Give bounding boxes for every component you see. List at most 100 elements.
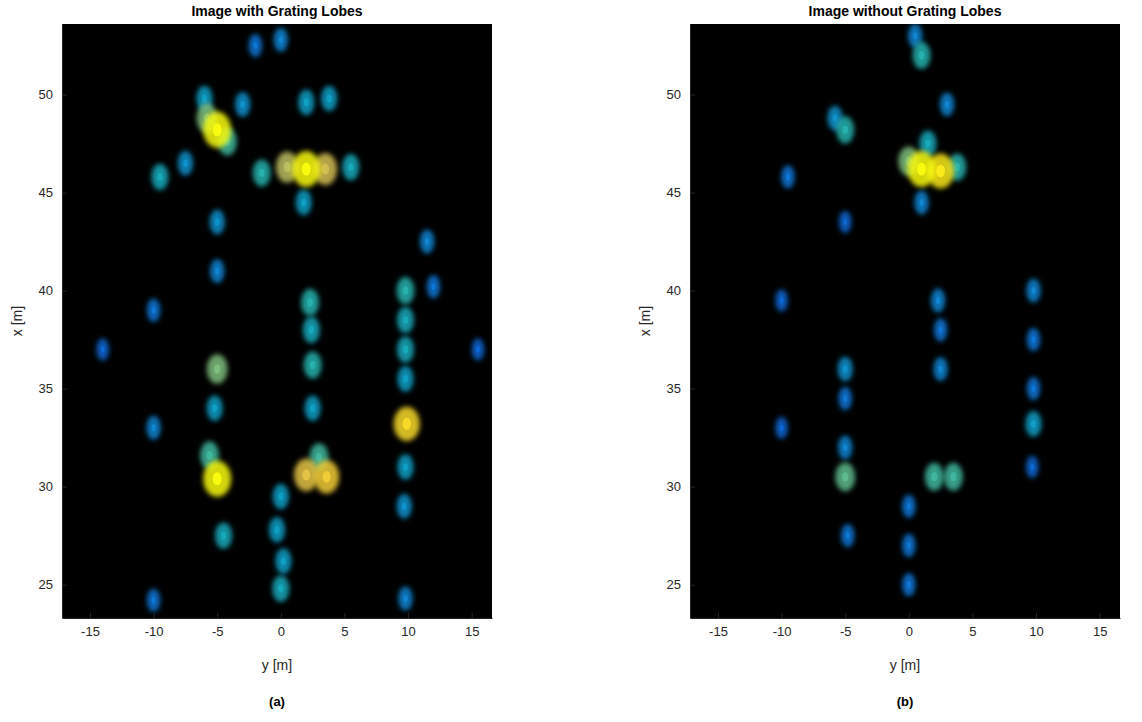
- spot-core: [213, 123, 222, 136]
- spot-core: [1031, 336, 1035, 343]
- tick-mark: [690, 585, 695, 586]
- caption: (b): [897, 694, 914, 709]
- spot-core: [151, 424, 156, 431]
- tick-mark: [972, 613, 973, 618]
- spot-core: [780, 297, 784, 303]
- x-axis-title: y [m]: [890, 657, 920, 673]
- spot-core: [284, 162, 291, 173]
- spot-core: [151, 307, 155, 314]
- spot-core: [403, 345, 408, 353]
- spot: [841, 524, 855, 547]
- spot: [925, 463, 944, 491]
- spot: [397, 336, 414, 362]
- spot-core: [301, 198, 306, 206]
- spot: [146, 416, 161, 440]
- spot: [304, 352, 322, 379]
- tick-label: 45: [39, 185, 53, 200]
- spot-core: [348, 163, 353, 171]
- spot-core: [954, 163, 960, 172]
- spot-core: [403, 595, 408, 602]
- spot: [835, 462, 855, 491]
- tick-mark: [690, 193, 695, 194]
- spot: [420, 230, 435, 254]
- spot: [427, 275, 441, 298]
- spot-core: [1030, 464, 1034, 470]
- tick: -15: [81, 613, 100, 639]
- tick-mark: [472, 613, 473, 618]
- tick-label: 40: [39, 283, 53, 298]
- tick-mark: [408, 613, 409, 618]
- tick-label: 15: [1093, 624, 1107, 639]
- tick-label: 25: [39, 577, 53, 592]
- tick-mark: [845, 613, 846, 618]
- spot-core: [403, 286, 409, 295]
- spot-core: [213, 472, 222, 485]
- spot: [292, 151, 320, 187]
- spot: [275, 548, 291, 574]
- spot: [321, 86, 337, 112]
- spot-core: [843, 444, 848, 451]
- spot: [151, 164, 168, 190]
- tick-mark: [154, 613, 155, 618]
- tick-mark: [62, 291, 67, 292]
- tick-label: 50: [39, 87, 53, 102]
- spot-core: [842, 472, 848, 481]
- spot: [207, 354, 228, 384]
- spot-core: [938, 366, 943, 373]
- spot-core: [925, 139, 930, 147]
- tick-label: 10: [401, 624, 415, 639]
- tick-label: -15: [709, 624, 728, 639]
- spot-core: [202, 95, 207, 103]
- tick-mark: [344, 613, 345, 618]
- spot: [249, 34, 263, 57]
- image-spots: [96, 28, 484, 612]
- tick: 30: [39, 479, 67, 494]
- spot-core: [780, 425, 784, 431]
- spot: [296, 190, 312, 216]
- tick-label: 45: [667, 185, 681, 200]
- spot: [298, 90, 314, 116]
- spot-core: [786, 174, 790, 181]
- spot-core: [907, 542, 911, 549]
- spot: [273, 484, 289, 510]
- spot: [203, 112, 231, 148]
- spot-core: [403, 463, 408, 471]
- spot: [781, 165, 795, 188]
- spot: [931, 288, 946, 312]
- tick-mark: [1036, 613, 1037, 618]
- spot-core: [913, 32, 918, 39]
- spot: [933, 357, 948, 381]
- tick-mark: [909, 613, 910, 618]
- spot-core: [304, 99, 309, 107]
- spot-core: [907, 503, 911, 510]
- spot: [210, 210, 225, 235]
- tick-label: 25: [667, 577, 681, 592]
- spot: [398, 586, 413, 610]
- spot-core: [302, 469, 310, 480]
- spot: [235, 92, 250, 117]
- spot-core: [476, 346, 480, 352]
- spot-core: [945, 101, 950, 108]
- spot-core: [1031, 287, 1036, 294]
- spot-core: [917, 163, 926, 176]
- spot: [272, 575, 289, 601]
- tick-mark: [62, 585, 67, 586]
- tick-mark: [690, 389, 695, 390]
- spot-core: [240, 101, 245, 108]
- tick: 5: [969, 613, 976, 639]
- tick: 40: [667, 283, 695, 298]
- spot-core: [843, 219, 847, 225]
- tick-label: 15: [465, 624, 479, 639]
- spot: [342, 154, 359, 180]
- tick-label: 35: [39, 381, 53, 396]
- spot: [940, 92, 955, 116]
- tick-label: 0: [278, 624, 285, 639]
- spot-core: [278, 493, 283, 501]
- spot-core: [842, 126, 848, 135]
- spot: [397, 454, 413, 480]
- spot: [274, 28, 289, 52]
- spot: [934, 318, 948, 341]
- spot: [147, 589, 161, 612]
- tick: 15: [465, 613, 479, 639]
- tick: 35: [667, 381, 695, 396]
